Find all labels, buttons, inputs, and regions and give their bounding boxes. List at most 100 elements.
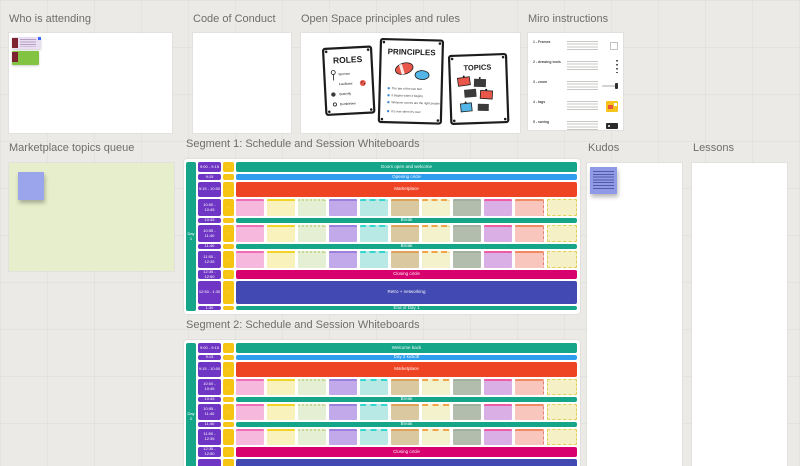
session-card[interactable] — [484, 404, 512, 420]
time-slot-cell[interactable]: 10:55 - 11:40 — [198, 225, 221, 242]
marker-cell[interactable]: ·· — [223, 182, 234, 197]
session-card[interactable] — [484, 429, 512, 445]
schedule-band[interactable]: Break — [236, 218, 577, 223]
time-slot-cell[interactable]: 9:15 — [198, 174, 221, 180]
session-card[interactable] — [236, 225, 264, 242]
session-card[interactable] — [267, 404, 295, 420]
session-card[interactable] — [267, 429, 295, 445]
session-card[interactable] — [453, 225, 481, 242]
session-card[interactable] — [391, 251, 419, 268]
marker-cell[interactable]: ·· — [223, 362, 234, 377]
session-card[interactable] — [298, 379, 326, 395]
marker-cell[interactable]: ·· — [223, 251, 234, 268]
session-card[interactable] — [329, 429, 357, 445]
marker-cell[interactable]: ·· — [223, 306, 234, 310]
time-slot-cell[interactable]: 10:45 — [198, 397, 221, 402]
frame-segment2-schedule[interactable]: Day 2 9:00 - 9:15 ·· Welcome back 9:15 ·· Day… — [184, 340, 580, 466]
marker-cell[interactable]: ·· — [223, 459, 234, 466]
session-card[interactable] — [547, 199, 577, 216]
time-slot-cell[interactable]: 11:40 — [198, 244, 221, 249]
session-card[interactable] — [298, 404, 326, 420]
frame-who-is-attending[interactable] — [9, 33, 172, 133]
marker-cell[interactable]: ·· — [223, 429, 234, 445]
session-card[interactable] — [422, 379, 450, 395]
marker-cell[interactable]: ·· — [223, 355, 234, 360]
session-card[interactable] — [329, 404, 357, 420]
session-card[interactable] — [453, 404, 481, 420]
frame-title-segment1[interactable]: Segment 1: Schedule and Session Whiteboa… — [186, 138, 420, 150]
session-card[interactable] — [515, 225, 544, 242]
session-card[interactable] — [422, 199, 450, 216]
session-card[interactable] — [236, 251, 264, 268]
session-card[interactable] — [515, 251, 544, 268]
sticky-note-marketplace[interactable] — [18, 172, 44, 200]
time-slot-cell[interactable]: 12:35 - 12:50 — [198, 447, 221, 457]
marker-cell[interactable]: ·· — [223, 281, 234, 304]
marker-cell[interactable]: ·· — [223, 225, 234, 242]
time-slot-cell[interactable]: 12:50 - 1:30 — [198, 459, 221, 466]
marker-cell[interactable]: ·· — [223, 404, 234, 420]
marker-cell[interactable]: ·· — [223, 447, 234, 457]
schedule-band[interactable]: Welcome back — [236, 343, 577, 353]
session-card[interactable] — [298, 225, 326, 242]
session-card[interactable] — [236, 404, 264, 420]
session-card[interactable] — [422, 429, 450, 445]
session-card[interactable] — [298, 199, 326, 216]
schedule-band[interactable]: Closing circle — [236, 447, 577, 457]
day-sidebar[interactable]: Day 2 — [186, 343, 196, 466]
session-card[interactable] — [360, 429, 388, 445]
session-card[interactable] — [329, 251, 357, 268]
session-card[interactable] — [236, 199, 264, 216]
marker-cell[interactable]: ·· — [223, 199, 234, 216]
session-card[interactable] — [391, 225, 419, 242]
marker-cell[interactable]: ·· — [223, 379, 234, 395]
attendee-card[interactable] — [12, 37, 41, 49]
time-slot-cell[interactable]: 10:55 - 11:40 — [198, 404, 221, 420]
frame-open-space-principles[interactable]: ROLES Sponsor Facilitator Butterfly Bumb… — [301, 33, 520, 133]
session-card[interactable] — [267, 225, 295, 242]
session-card[interactable] — [484, 225, 512, 242]
time-slot-cell[interactable]: 11:40 — [198, 422, 221, 427]
session-card[interactable] — [298, 429, 326, 445]
session-card[interactable] — [267, 251, 295, 268]
frame-kudos[interactable] — [587, 163, 682, 466]
session-card[interactable] — [453, 251, 481, 268]
session-card[interactable] — [484, 251, 512, 268]
schedule-band[interactable]: Marketplace — [236, 362, 577, 377]
session-card[interactable] — [236, 379, 264, 395]
time-slot-cell[interactable]: 9:00 - 9:15 — [198, 343, 221, 353]
frame-miro-instructions[interactable]: 1 - Frames 2 - drawing tools 3 - zoom 4 - t… — [528, 33, 623, 130]
frame-title-marketplace-queue[interactable]: Marketplace topics queue — [9, 142, 135, 154]
schedule-band[interactable]: End of Day 1 — [236, 306, 577, 310]
session-card[interactable] — [547, 225, 577, 242]
session-card[interactable] — [515, 429, 544, 445]
frame-title-code-of-conduct[interactable]: Code of Conduct — [193, 13, 276, 25]
schedule-band[interactable]: Break — [236, 244, 577, 249]
attendee-card[interactable] — [12, 51, 39, 65]
session-card[interactable] — [453, 199, 481, 216]
frame-title-miro-instructions[interactable]: Miro instructions — [528, 13, 609, 25]
schedule-band[interactable]: Break — [236, 422, 577, 427]
session-card[interactable] — [453, 379, 481, 395]
session-card[interactable] — [391, 199, 419, 216]
time-slot-cell[interactable]: 9:15 — [198, 355, 221, 360]
session-card[interactable] — [547, 379, 577, 395]
session-card[interactable] — [422, 251, 450, 268]
time-slot-cell[interactable]: 10:45 — [198, 218, 221, 223]
session-card[interactable] — [360, 199, 388, 216]
time-slot-cell[interactable]: 9:15 - 10:00 — [198, 182, 221, 197]
time-slot-cell[interactable]: 11:50 - 12:35 — [198, 251, 221, 268]
session-card[interactable] — [547, 404, 577, 420]
session-card[interactable] — [453, 429, 481, 445]
schedule-band[interactable]: Retro + networking — [236, 281, 577, 304]
time-slot-cell[interactable]: 11:50 - 12:35 — [198, 429, 221, 445]
session-card[interactable] — [267, 379, 295, 395]
frame-title-lessons[interactable]: Lessons — [693, 142, 734, 154]
schedule-band[interactable]: Marketplace — [236, 182, 577, 197]
marker-cell[interactable]: ·· — [223, 270, 234, 279]
session-card[interactable] — [391, 404, 419, 420]
marker-cell[interactable]: ·· — [223, 218, 234, 223]
frame-title-segment2[interactable]: Segment 2: Schedule and Session Whiteboa… — [186, 319, 420, 331]
session-card[interactable] — [515, 404, 544, 420]
